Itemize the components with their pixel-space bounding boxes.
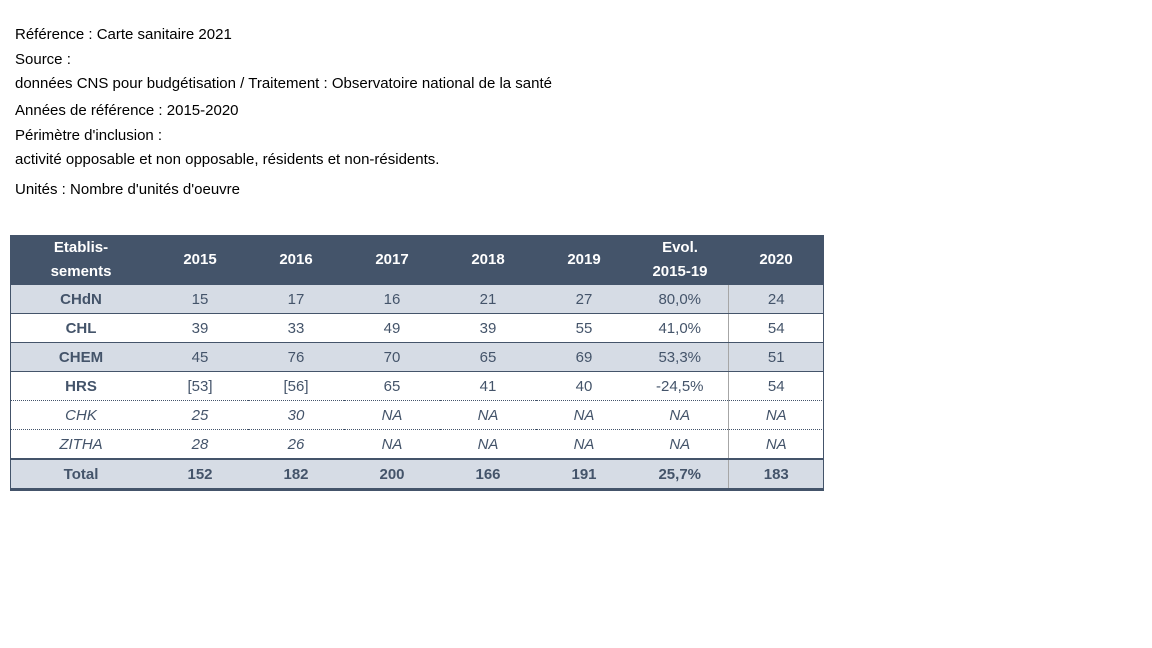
total-evol: 25,7%: [632, 458, 728, 490]
cell-2016: 30: [248, 400, 344, 430]
meta-reference: Référence : Carte sanitaire 2021: [15, 26, 232, 43]
cell-2020: 54: [727, 313, 824, 343]
table-header-row: Etablis-sements 2015 2016 2017 2018 2019…: [10, 235, 824, 285]
meta-source-label: Source :: [15, 51, 71, 68]
cell-2020: 24: [727, 285, 824, 314]
cell-2020: NA: [727, 400, 824, 430]
cell-2019: NA: [536, 400, 632, 430]
cell-evol: NA: [632, 400, 728, 430]
header-2015: 2015: [152, 235, 248, 285]
row-name: ZITHA: [59, 435, 103, 453]
meta-source-value: données CNS pour budgétisation / Traitem…: [15, 75, 552, 92]
total-2020: 183: [727, 458, 824, 490]
total-2019: 191: [536, 458, 632, 490]
cell-2018: 21: [440, 285, 536, 314]
cell-2015: 39: [152, 313, 248, 343]
table-total-row: Total 152 182 200 166 191 25,7% 183: [10, 458, 824, 490]
cell-2017: 16: [344, 285, 440, 314]
cell-2018: NA: [477, 435, 499, 453]
table-row: CHL 39 33 49 39 55 41,0% 54: [10, 313, 824, 343]
cell-2020: 51: [727, 342, 824, 372]
header-2019: 2019: [536, 235, 632, 285]
cell-2015: [53]: [152, 371, 248, 401]
cell-evol: NA: [669, 435, 691, 453]
row-name: CHEM: [10, 342, 152, 372]
cell-2017: 65: [344, 371, 440, 401]
cell-2017: 49: [344, 313, 440, 343]
row-name: HRS: [10, 371, 152, 401]
cell-2015: 25: [152, 400, 248, 430]
header-2017: 2017: [344, 235, 440, 285]
header-2016: 2016: [248, 235, 344, 285]
cell-2015: 15: [152, 285, 248, 314]
cell-evol: 41,0%: [632, 313, 728, 343]
cell-evol: 53,3%: [632, 342, 728, 372]
meta-units: Unités : Nombre d'unités d'oeuvre: [15, 181, 241, 198]
meta-perimeter-value: activité opposable et non opposable, rés…: [15, 151, 440, 168]
total-label: Total: [10, 458, 152, 490]
cell-2018: 65: [440, 342, 536, 372]
cell-2019: 69: [536, 342, 632, 372]
cell-2015: 45: [152, 342, 248, 372]
cell-2015: 28: [191, 435, 209, 453]
meta-perimeter-label: Périmètre d'inclusion :: [15, 127, 163, 144]
cell-2020: 54: [727, 371, 824, 401]
cell-2019: 27: [536, 285, 632, 314]
cell-2019: 40: [536, 371, 632, 401]
cell-2019: NA: [573, 435, 595, 453]
cell-2020: NA: [727, 429, 824, 459]
header-2020: 2020: [728, 235, 824, 285]
header-2018: 2018: [440, 235, 536, 285]
row-name: CHL: [10, 313, 152, 343]
cell-2016: 33: [248, 313, 344, 343]
row-name: CHdN: [10, 285, 152, 314]
cell-2016: 17: [248, 285, 344, 314]
cell-2017: 70: [344, 342, 440, 372]
table-row: HRS [53] [56] 65 41 40 -24,5% 54: [10, 371, 824, 401]
cell-evol: -24,5%: [632, 371, 728, 401]
cell-2016: 26: [287, 435, 305, 453]
table-row: CHEM 45 76 70 65 69 53,3% 51: [10, 342, 824, 372]
data-table: Etablis-sements 2015 2016 2017 2018 2019…: [10, 235, 824, 490]
row-name: CHK: [10, 400, 152, 430]
meta-years: Années de référence : 2015-2020: [15, 102, 239, 119]
table-row: CHK 25 30 NA NA NA NA NA: [10, 400, 824, 430]
cell-2016: 76: [248, 342, 344, 372]
total-2015: 152: [152, 458, 248, 490]
total-2018: 166: [440, 458, 536, 490]
total-2016: 182: [248, 458, 344, 490]
cell-evol: 80,0%: [632, 285, 728, 314]
cell-2018: 41: [440, 371, 536, 401]
cell-2017: NA: [344, 400, 440, 430]
header-evol: Evol. 2015-19: [632, 235, 728, 285]
cell-2018: NA: [440, 400, 536, 430]
total-2017: 200: [344, 458, 440, 490]
cell-2018: 39: [440, 313, 536, 343]
header-establishments: Etablis-sements: [10, 235, 152, 285]
table-row: ZITHA 28 26 NA NA NA NA NA: [10, 429, 824, 459]
cell-2017: NA: [381, 435, 403, 453]
cell-2016: [56]: [248, 371, 344, 401]
cell-2019: 55: [536, 313, 632, 343]
table-row: CHdN 15 17 16 21 27 80,0% 24: [10, 285, 824, 314]
